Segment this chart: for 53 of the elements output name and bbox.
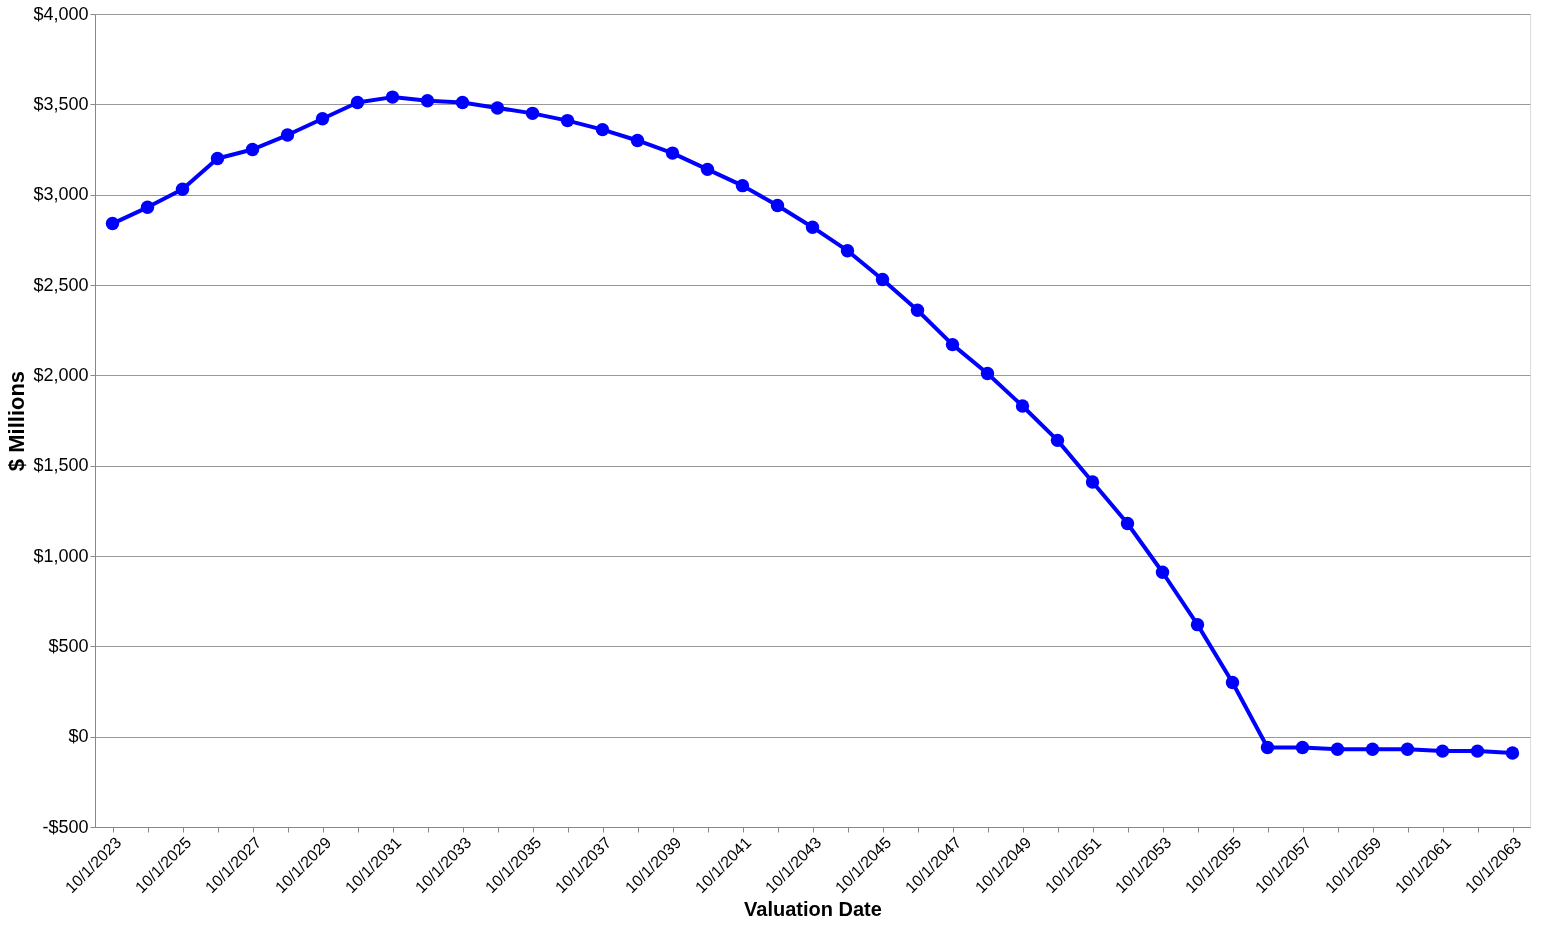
y-axis-title: $ Millions bbox=[4, 370, 30, 472]
point bbox=[595, 122, 610, 137]
point bbox=[1330, 742, 1345, 757]
point bbox=[455, 95, 470, 110]
point bbox=[1120, 516, 1135, 531]
y-tick-label: $3,500 bbox=[33, 93, 89, 114]
point bbox=[210, 151, 225, 166]
point bbox=[770, 198, 785, 213]
y-tick-label: $500 bbox=[48, 635, 89, 656]
point bbox=[1155, 565, 1170, 579]
point bbox=[350, 95, 365, 110]
point bbox=[280, 128, 295, 142]
y-tick-label: $2,500 bbox=[33, 274, 89, 295]
point bbox=[1190, 617, 1205, 632]
point bbox=[910, 303, 925, 317]
point bbox=[1085, 475, 1100, 489]
point bbox=[735, 178, 750, 193]
point bbox=[630, 133, 645, 148]
point bbox=[560, 113, 575, 128]
point bbox=[315, 112, 330, 126]
point bbox=[945, 337, 960, 352]
point bbox=[245, 142, 260, 157]
y-tick-label: $2,000 bbox=[33, 364, 89, 385]
point bbox=[1505, 746, 1520, 760]
point bbox=[1015, 399, 1030, 413]
y-tick-label: $3,000 bbox=[33, 184, 89, 205]
point bbox=[1295, 740, 1310, 755]
point bbox=[875, 272, 890, 287]
point bbox=[1470, 744, 1485, 758]
point bbox=[1435, 744, 1450, 758]
point bbox=[1365, 742, 1380, 757]
point bbox=[1260, 740, 1275, 755]
point bbox=[805, 220, 820, 234]
point bbox=[420, 94, 435, 108]
point bbox=[525, 106, 540, 121]
point bbox=[665, 146, 680, 160]
y-tick-label: $1,000 bbox=[33, 545, 89, 566]
point bbox=[1050, 433, 1065, 448]
x-axis-title: Valuation Date bbox=[744, 898, 882, 921]
y-tick-label: $0 bbox=[68, 726, 89, 747]
point bbox=[840, 243, 855, 258]
y-tick-label: $4,000 bbox=[33, 3, 89, 24]
y-tick-label: $1,500 bbox=[33, 455, 89, 476]
point bbox=[1225, 675, 1240, 690]
point bbox=[700, 162, 715, 177]
point bbox=[175, 182, 190, 196]
point bbox=[1400, 742, 1415, 757]
point bbox=[980, 366, 995, 381]
point bbox=[490, 101, 505, 115]
point bbox=[140, 200, 155, 215]
point bbox=[105, 216, 120, 231]
point bbox=[385, 90, 400, 104]
y-tick-label: -$500 bbox=[42, 816, 89, 837]
